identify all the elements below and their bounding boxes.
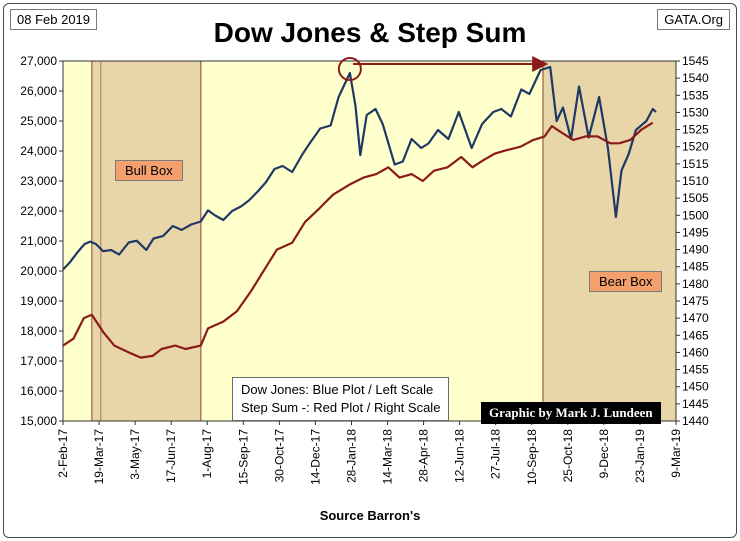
x-tick-label: 25-Oct-18: [561, 429, 575, 483]
bull-box-label: Bull Box: [115, 160, 183, 181]
x-tick-label: 14-Dec-17: [308, 429, 322, 485]
right-tick-label: 1500: [682, 208, 709, 222]
legend-step: Step Sum -: Red Plot / Right Scale: [241, 400, 441, 415]
bear-box-label: Bear Box: [589, 271, 663, 292]
x-tick-label: 3-May-17: [128, 429, 142, 480]
peak-circle: [337, 57, 362, 81]
x-tick-label: 27-Jul-18: [489, 429, 503, 479]
right-tick-label: 1525: [682, 123, 709, 137]
x-tick-label: 2-Feb-17: [56, 429, 70, 478]
chart-title: Dow Jones & Step Sum: [213, 17, 527, 48]
left-tick-label: 19,000: [20, 294, 57, 308]
right-tick-label: 1545: [682, 54, 709, 68]
right-tick-label: 1470: [682, 311, 709, 325]
right-tick-label: 1460: [682, 345, 709, 359]
x-tick-label: 17-Jun-17: [164, 429, 178, 483]
source-label: Source Barron's: [319, 508, 421, 523]
right-tick-label: 1520: [682, 140, 709, 154]
left-tick-label: 21,000: [20, 234, 57, 248]
x-tick-label: 15-Sep-17: [236, 429, 250, 485]
left-tick-label: 15,000: [20, 414, 57, 428]
left-tick-label: 24,000: [20, 144, 57, 158]
right-tick-label: 1515: [682, 157, 709, 171]
left-tick-label: 25,000: [20, 114, 57, 128]
legend-box: Dow Jones: Blue Plot / Left Scale Step S…: [232, 377, 450, 421]
x-tick-label: 28-Jan-18: [344, 429, 358, 483]
legend-dow: Dow Jones: Blue Plot / Left Scale: [241, 382, 434, 397]
x-tick-label: 12-Jun-18: [453, 429, 467, 483]
right-tick-label: 1510: [682, 174, 709, 188]
x-tick-label: 19-Mar-17: [92, 429, 106, 485]
right-tick-label: 1465: [682, 328, 709, 342]
x-tick-label: 28-Apr-18: [417, 429, 431, 483]
left-tick-label: 18,000: [20, 324, 57, 338]
right-tick-label: 1530: [682, 105, 709, 119]
axes: 15,000 16,000 17,000 18,000 19,000 20,000 21,0…: [20, 54, 709, 485]
left-tick-label: 20,000: [20, 264, 57, 278]
x-tick-label: 1-Aug-17: [200, 429, 214, 479]
left-tick-label: 26,000: [20, 84, 57, 98]
right-tick-label: 1490: [682, 243, 709, 257]
credit-label: Graphic by Mark J. Lundeen: [481, 402, 661, 424]
box-regions: [91, 61, 676, 421]
right-tick-label: 1455: [682, 363, 709, 377]
left-tick-label: 27,000: [20, 54, 57, 68]
right-tick-label: 1440: [682, 414, 709, 428]
right-tick-label: 1475: [682, 294, 709, 308]
right-tick-label: 1445: [682, 397, 709, 411]
dow-jones-line: [62, 65, 657, 271]
site-label: GATA.Org: [657, 9, 730, 30]
x-tick-label: 10-Sep-18: [525, 429, 539, 485]
series-lines: [62, 65, 657, 359]
right-tick-label: 1535: [682, 88, 709, 102]
left-tick-label: 22,000: [20, 204, 57, 218]
left-tick-label: 17,000: [20, 354, 57, 368]
annotations: [337, 56, 549, 81]
right-tick-label: 1485: [682, 260, 709, 274]
date-label: 08 Feb 2019: [10, 9, 98, 30]
x-tick-label: 14-Mar-18: [381, 429, 395, 485]
x-tick-label: 23-Jan-19: [633, 429, 647, 483]
bear-box-region: [542, 61, 676, 421]
step-sum-line: [62, 121, 654, 359]
x-tick-label: 30-Oct-17: [272, 429, 286, 483]
right-tick-label: 1480: [682, 277, 709, 291]
right-tick-label: 1540: [682, 71, 709, 85]
x-tick-label: 9-Dec-18: [597, 429, 611, 479]
left-tick-label: 16,000: [20, 384, 57, 398]
x-tick-label: 9-Mar-19: [669, 429, 683, 478]
right-tick-label: 1450: [682, 380, 709, 394]
right-tick-label: 1505: [682, 191, 709, 205]
left-tick-label: 23,000: [20, 174, 57, 188]
right-tick-label: 1495: [682, 225, 709, 239]
bull-box-region: [91, 61, 201, 421]
